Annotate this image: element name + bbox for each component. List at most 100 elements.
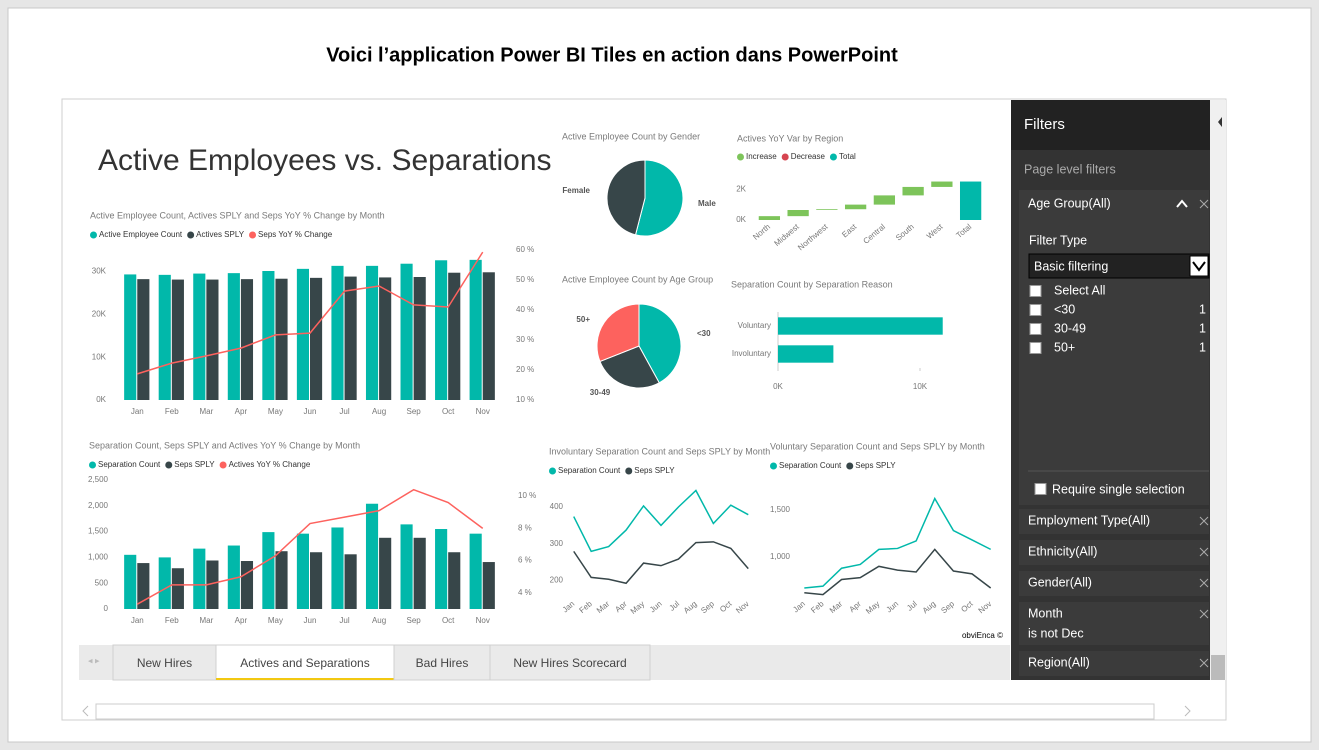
legend-label: Seps SPLY <box>855 461 896 470</box>
bar <box>124 274 137 400</box>
y-tick-label: 0K <box>96 395 106 404</box>
scroll-thumb[interactable] <box>1211 655 1225 680</box>
tab-scroll[interactable]: ◂ ▸ <box>88 655 100 665</box>
checkbox[interactable] <box>1029 285 1042 297</box>
y-tick-label: 8 % <box>518 523 532 532</box>
tab-label[interactable]: Actives and Separations <box>240 656 369 670</box>
tab[interactable] <box>489 644 651 681</box>
filter-item[interactable]: 30-49 <box>1054 321 1086 335</box>
chart-title: Voluntary Separation Count and Seps SPLY… <box>770 441 985 451</box>
line <box>136 488 484 605</box>
filter-name[interactable]: is not Dec <box>1028 626 1084 640</box>
filters-section: Page level filters <box>1024 162 1116 176</box>
x-tick-label: Feb <box>165 407 179 416</box>
legend-marker <box>187 231 195 239</box>
filter-name[interactable]: Month <box>1028 606 1063 620</box>
chart-title: Active Employee Count by Gender <box>562 131 700 141</box>
bar <box>448 272 461 400</box>
report-title: Active Employees vs. Separations <box>98 144 552 177</box>
checkbox[interactable] <box>1034 483 1047 495</box>
bar <box>365 503 379 609</box>
close-icon[interactable] <box>1199 578 1209 588</box>
filter-card[interactable] <box>1019 540 1209 565</box>
bar <box>124 554 137 609</box>
bar <box>296 533 309 609</box>
h-scrollbar[interactable] <box>95 703 1155 720</box>
x-tick-label: 10K <box>913 382 928 391</box>
dropdown-button[interactable] <box>1189 255 1209 277</box>
bar <box>193 273 206 400</box>
checkbox[interactable] <box>1029 304 1042 316</box>
legend-label: Seps YoY % Change <box>258 230 333 239</box>
legend-marker <box>770 462 777 470</box>
filter-name[interactable]: Gender(All) <box>1028 575 1092 589</box>
tab-label[interactable]: New Hires <box>137 656 192 670</box>
y-tick-label: 20 % <box>516 365 534 374</box>
bar <box>206 560 219 609</box>
filter-card[interactable] <box>1019 651 1209 676</box>
filter-card[interactable] <box>1019 571 1209 596</box>
close-icon[interactable] <box>1199 609 1209 619</box>
waterfall-bar <box>844 204 867 210</box>
bar <box>240 561 254 609</box>
legend-marker <box>249 231 257 239</box>
bar <box>400 263 413 400</box>
legend-marker <box>846 462 854 470</box>
bar <box>158 557 171 609</box>
filter-card[interactable] <box>1019 509 1209 534</box>
filters-header <box>1011 100 1210 150</box>
collapse-arrow[interactable] <box>1218 117 1222 127</box>
y-tick-label: 10 % <box>518 491 536 500</box>
x-tick-label: Nov <box>476 407 490 416</box>
select-all[interactable]: Select All <box>1054 283 1105 297</box>
checkbox[interactable] <box>1029 342 1042 354</box>
dropdown-chevron[interactable] <box>1192 261 1206 272</box>
filter-name[interactable]: Employment Type(All) <box>1028 513 1150 527</box>
bar <box>344 276 357 400</box>
chart-title: Involuntary Separation Count and Seps SP… <box>549 446 770 456</box>
bar <box>469 533 482 609</box>
bar <box>193 548 206 609</box>
close-icon[interactable] <box>1199 199 1209 209</box>
pane-scrollbar[interactable] <box>1210 100 1226 680</box>
filter-name[interactable]: Ethnicity(All) <box>1028 544 1097 558</box>
y-tick-label: 20K <box>92 309 107 318</box>
filter-item[interactable]: <30 <box>1054 302 1075 316</box>
tab[interactable] <box>112 644 217 681</box>
bar <box>365 265 379 400</box>
tab-label[interactable]: New Hires Scorecard <box>513 656 626 670</box>
legend-label: Actives SPLY <box>196 230 245 239</box>
filter-item[interactable]: 50+ <box>1054 340 1075 354</box>
line <box>573 489 749 553</box>
filters-title: Filters <box>1024 116 1065 133</box>
tab[interactable] <box>393 644 491 681</box>
filter-name[interactable]: Region(All) <box>1028 655 1090 669</box>
close-icon[interactable] <box>1199 516 1209 526</box>
pie-label: 50+ <box>576 315 590 324</box>
bar <box>171 568 184 609</box>
filter-card[interactable] <box>1019 602 1209 645</box>
h-scroll-arrows[interactable] <box>82 705 1191 717</box>
filter-name[interactable]: Age Group(All) <box>1028 196 1111 210</box>
bar <box>206 279 219 400</box>
credit: obviEnca © <box>962 631 1003 640</box>
require-single[interactable]: Require single selection <box>1052 482 1185 496</box>
bar <box>262 271 275 400</box>
chart-title: Active Employee Count by Age Group <box>562 274 713 284</box>
close-icon[interactable] <box>1199 658 1209 668</box>
bar <box>778 345 834 363</box>
legend-label: Separation Count <box>558 466 621 475</box>
tab-label[interactable]: Bad Hires <box>416 656 469 670</box>
dropdown-value[interactable]: Basic filtering <box>1034 259 1108 273</box>
y-tick-label: 300 <box>550 539 564 548</box>
close-icon[interactable] <box>1199 547 1209 557</box>
filter-item-count: 1 <box>1199 340 1206 354</box>
bar <box>435 529 448 609</box>
checkbox[interactable] <box>1029 323 1042 335</box>
filters: Filters Page level filters Age Group(All) F… <box>1019 116 1210 676</box>
waterfall-bar <box>902 186 924 196</box>
dropdown[interactable] <box>1028 253 1210 279</box>
x-tick-label: Aug <box>372 616 386 625</box>
collapse-caret[interactable] <box>1176 199 1188 208</box>
x-tick-label: Sep <box>407 616 422 625</box>
